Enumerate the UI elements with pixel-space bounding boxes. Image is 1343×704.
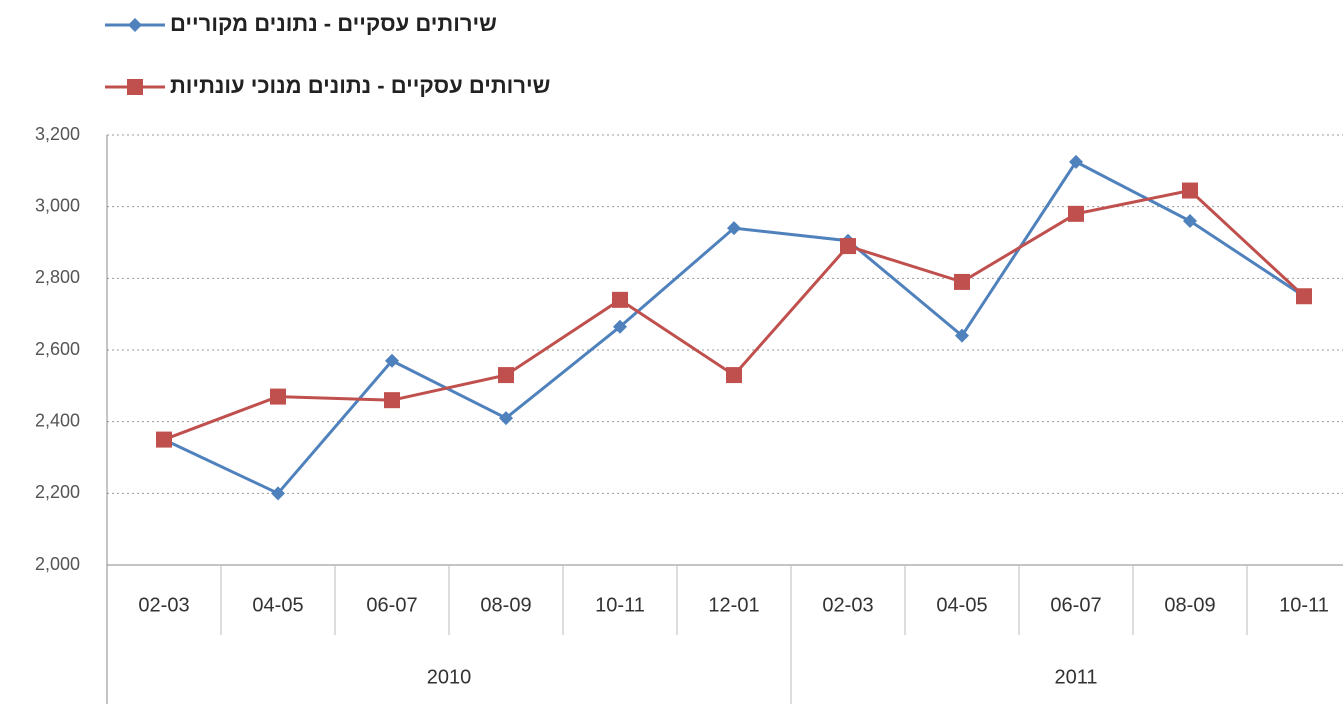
x-tick-label: 08-09 (480, 594, 531, 616)
x-tick-label: 10-11 (595, 594, 645, 616)
x-tick-label: 02-03 (822, 594, 873, 616)
point (613, 319, 627, 334)
y-tick-label: 2,400 (35, 410, 80, 430)
x-tick-label: 12-01 (708, 594, 759, 616)
point (499, 411, 513, 426)
y-tick-label: 2,800 (35, 267, 80, 287)
point (612, 291, 628, 308)
point (840, 238, 856, 255)
point (1069, 154, 1083, 169)
x-tick-label: 02-03 (138, 594, 189, 616)
x-tick-label: 04-05 (936, 594, 987, 616)
x-tick-label: 10-11 (1279, 594, 1329, 616)
legend-label: שירותים עסקיים - נתונים מקוריים (170, 11, 497, 36)
group-label: 2011 (1054, 666, 1097, 688)
y-tick-label: 3,000 (35, 195, 80, 215)
x-tick-label: 06-07 (366, 594, 417, 616)
point (270, 388, 286, 405)
point (954, 273, 970, 290)
group-label: 2010 (427, 666, 472, 688)
point (156, 431, 172, 448)
point (955, 328, 969, 343)
point (726, 367, 742, 384)
x-tick-label: 06-07 (1050, 594, 1101, 616)
point (727, 221, 741, 236)
point (1068, 205, 1084, 222)
y-tick-label: 2,200 (35, 482, 80, 502)
point (271, 486, 285, 501)
point (384, 392, 400, 409)
y-tick-label: 3,200 (35, 124, 80, 144)
legend-marker (128, 18, 142, 32)
legend-marker (127, 79, 143, 95)
y-tick-label: 2,000 (35, 554, 80, 574)
series-line (163, 159, 1305, 496)
x-tick-label: 04-05 (252, 594, 303, 616)
legend-label: שירותים עסקיים - נתונים מנוכי עונתיות (170, 73, 550, 98)
point (498, 367, 514, 384)
point (1296, 288, 1312, 305)
y-tick-label: 2,600 (35, 339, 80, 359)
x-tick-label: 08-09 (1164, 594, 1215, 616)
point (385, 353, 399, 368)
point (1182, 182, 1198, 199)
point (1183, 214, 1197, 228)
